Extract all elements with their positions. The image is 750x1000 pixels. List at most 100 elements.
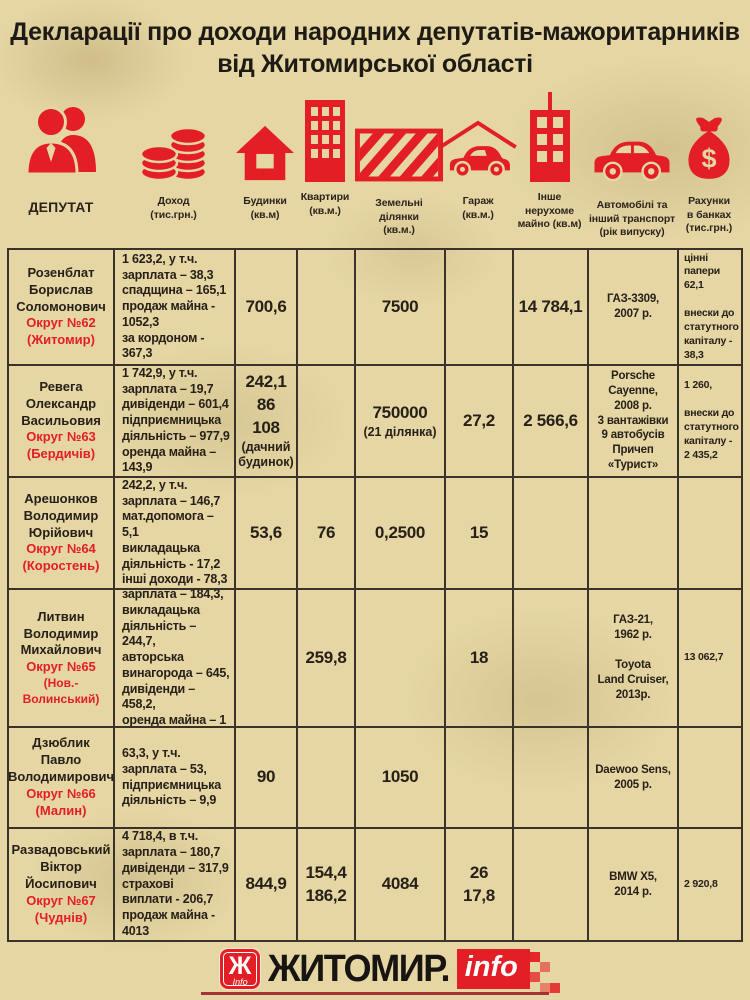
deputy-city: (Коростень): [22, 558, 100, 574]
cell-bank: 13 062,7: [677, 590, 741, 726]
cell-bank: 1 260, внески до статутного капіталу - 2…: [677, 366, 741, 476]
houses-value: 53,6: [250, 522, 282, 542]
cell-houses: [234, 590, 296, 726]
pixel-decoration: [549, 983, 560, 993]
garage-icon: [436, 88, 520, 182]
cell-other-property: [512, 728, 587, 827]
column-label: Інше нерухоме майно (кв.м): [517, 191, 582, 231]
cell-land: 4084: [354, 829, 444, 940]
cell-other-property: 14 784,1: [512, 250, 587, 364]
column-label: Доход (тис.грн.): [150, 195, 197, 221]
cell-houses: 700,6: [234, 250, 296, 364]
cell-land: [354, 590, 444, 726]
land-value: 1050: [381, 767, 419, 787]
coins-icon: [138, 88, 210, 182]
table-row: Арешонков Володимир Юрійович Округ №64 (…: [9, 476, 741, 588]
cell-income: 242,2, у т.ч. зарплата – 146,7 мат.допом…: [113, 478, 234, 588]
land-value: 750000: [372, 402, 428, 422]
high-rise-icon: [528, 88, 572, 182]
deputy-name: Дзюблик Павло Володимирович: [9, 735, 113, 785]
deputy-city: (Чуднів): [34, 909, 88, 925]
zhytomyr-info-logo: Ж Info ЖИТОМИР. info: [220, 949, 560, 993]
cell-vehicles: Porsche Cayenne, 2008 р. 3 вантажівки 9 …: [587, 366, 677, 476]
cell-vehicles: Daewoo Sens, 2005 р.: [587, 728, 677, 827]
cell-vehicles: BMW X5, 2014 р.: [587, 829, 677, 940]
logo-domain-text: info: [464, 951, 518, 983]
deputy-city: (Малин): [35, 802, 87, 818]
deputy-district: Округ №64: [26, 541, 96, 557]
land-value: 4084: [381, 874, 419, 894]
column-header-apartments: Квартири (кв.м.): [296, 88, 354, 245]
land-value: 7500: [381, 296, 419, 316]
cell-deputy: Ревега Олександр Васильовия Округ №63 (Б…: [9, 366, 113, 476]
pixel-decoration: [539, 983, 550, 993]
column-header-land: Земельні ділянки (кв.м.): [354, 88, 444, 245]
land-note: (21 ділянка): [363, 424, 437, 439]
cell-land: 0,2500: [354, 478, 444, 588]
cell-garage: [444, 250, 512, 364]
garage-value: 18: [469, 647, 489, 667]
deputy-city: (Нов.-Волинський): [22, 676, 100, 706]
deputy-district: Округ №63: [26, 429, 96, 445]
cell-apartments: [296, 728, 354, 827]
cell-other-property: 2 566,6: [512, 366, 587, 476]
pixel-decoration: [539, 962, 550, 972]
cell-income: 4 718,4, в т.ч. зарплата – 180,7 дивіден…: [113, 829, 234, 940]
cell-other-property: [512, 829, 587, 940]
cell-vehicles: ГАЗ-3309, 2007 р.: [587, 250, 677, 364]
land-plot-icon: [355, 88, 443, 182]
cell-apartments: [296, 366, 354, 476]
pixel-decoration: [529, 952, 540, 962]
cell-deputy: Развадовський Віктор Йосипович Округ №67…: [9, 829, 113, 940]
deputy-district: Округ №66: [26, 785, 96, 801]
title-line-1: Декларації про доходи народних депутатів…: [10, 18, 740, 46]
logo-badge-icon: Ж Info: [220, 949, 261, 989]
table-row: Развадовський Віктор Йосипович Округ №67…: [9, 827, 741, 940]
column-header-other-property: Інше нерухоме майно (кв.м): [512, 88, 587, 245]
page-title: Декларації про доходи народних депутатів…: [0, 0, 750, 80]
cell-bank: [677, 478, 741, 588]
column-header-bank: $ Рахунки в банках (тис.грн.): [677, 88, 741, 245]
cell-land: 1050: [354, 728, 444, 827]
cell-garage: [444, 728, 512, 827]
deputy-city: (Житомир): [27, 332, 95, 348]
cell-deputy: Литвин Володимир Михайлович Округ №65 (Н…: [9, 590, 113, 726]
houses-value: 90: [256, 767, 276, 787]
cell-garage: 26 17,8: [444, 829, 512, 940]
svg-text:$: $: [701, 143, 716, 173]
deputy-district: Округ №65: [26, 659, 96, 675]
column-label: Будинки (кв.м): [243, 195, 287, 221]
deputy-name: Розенблат Борислав Соломонович: [16, 264, 106, 314]
house-icon: [234, 88, 296, 182]
deputy-district: Округ №62: [26, 315, 96, 331]
cell-houses: 242,1 86 108 (дачний будинок): [234, 366, 296, 476]
column-header-income: Доход (тис.грн.): [113, 88, 234, 245]
deputy-name: Литвин Володимир Михайлович: [20, 608, 102, 658]
logo-domain: info: [456, 949, 560, 993]
garage-value: 26 17,8: [463, 862, 495, 905]
cell-other-property: [512, 478, 587, 588]
apartments-value: 259,8: [305, 647, 347, 667]
cell-vehicles: [587, 478, 677, 588]
cell-apartments: 259,8: [296, 590, 354, 726]
car-icon: [590, 88, 674, 182]
cell-deputy: Арешонков Володимир Юрійович Округ №64 (…: [9, 478, 113, 588]
apartments-value: 154,4 186,2: [305, 862, 347, 905]
column-header-houses: Будинки (кв.м): [234, 88, 296, 245]
cell-income: 2 654,2, у т.ч. зарплата – 184,3, виклад…: [113, 590, 234, 726]
houses-note: (дачний будинок): [238, 439, 294, 470]
money-bag-icon: $: [681, 88, 737, 182]
cell-houses: 90: [234, 728, 296, 827]
table-row: Литвин Володимир Михайлович Округ №65 (Н…: [9, 588, 741, 726]
cell-land: 750000 (21 ділянка): [354, 366, 444, 476]
column-label: Гараж (кв.м.): [462, 195, 494, 221]
deputy-name: Арешонков Володимир Юрійович: [23, 490, 99, 540]
cell-deputy: Розенблат Борислав Соломонович Округ №62…: [9, 250, 113, 364]
column-label: Рахунки в банках (тис.грн.): [685, 195, 733, 235]
houses-value: 844,9: [245, 874, 287, 894]
deputy-name: Ревега Олександр Васильовия: [21, 378, 101, 428]
column-header-deputy: ДЕПУТАТ: [9, 88, 113, 245]
declarations-table: Розенблат Борислав Соломонович Округ №62…: [7, 248, 743, 942]
garage-value: 27,2: [463, 410, 495, 430]
